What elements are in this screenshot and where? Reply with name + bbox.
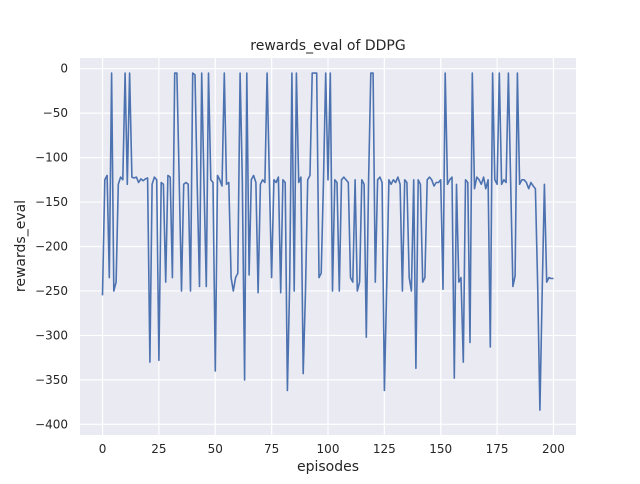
y-axis-ticks: 0 −50 −100 −150 −200 −250 −300 −350 −400 bbox=[35, 62, 68, 432]
x-tick-label: 200 bbox=[542, 442, 565, 456]
x-tick-label: 125 bbox=[373, 442, 396, 456]
y-tick-label: −150 bbox=[35, 195, 68, 209]
y-tick-label: −250 bbox=[35, 284, 68, 298]
x-tick-label: 75 bbox=[264, 442, 279, 456]
y-axis-label: rewards_eval bbox=[13, 200, 29, 292]
x-axis-ticks: 0 25 50 75 100 125 150 175 200 bbox=[99, 442, 565, 456]
chart-title: rewards_eval of DDPG bbox=[250, 38, 405, 54]
x-tick-label: 150 bbox=[429, 442, 452, 456]
y-tick-label: 0 bbox=[60, 62, 68, 76]
x-tick-label: 100 bbox=[317, 442, 340, 456]
y-tick-label: −350 bbox=[35, 373, 68, 387]
y-tick-label: −200 bbox=[35, 240, 68, 254]
x-tick-label: 175 bbox=[486, 442, 509, 456]
x-tick-label: 50 bbox=[208, 442, 223, 456]
x-tick-label: 0 bbox=[99, 442, 107, 456]
x-tick-label: 25 bbox=[151, 442, 166, 456]
y-tick-label: −100 bbox=[35, 151, 68, 165]
y-tick-label: −300 bbox=[35, 328, 68, 342]
y-tick-label: −50 bbox=[43, 106, 68, 120]
x-axis-label: episodes bbox=[297, 459, 359, 475]
y-tick-label: −400 bbox=[35, 417, 68, 431]
series-line bbox=[101, 72, 554, 411]
